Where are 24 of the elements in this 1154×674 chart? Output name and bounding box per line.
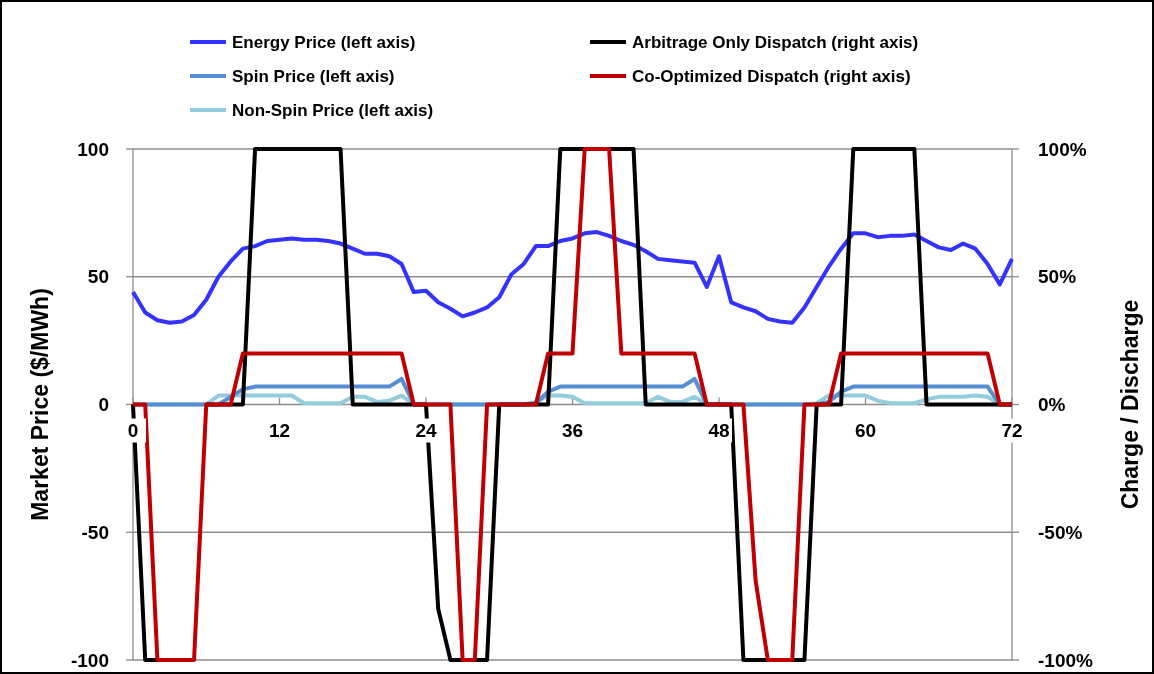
x-tick-label: 12 [268,419,291,441]
y2-tick-label: 0% [1038,394,1066,416]
legend-label: Spin Price (left axis) [232,66,395,86]
x-tick-label: 72 [1001,419,1023,441]
legend-label: Energy Price (left axis) [232,32,416,52]
x-tick-label: 0 [127,419,139,441]
y-tick-label: -50 [81,521,109,543]
legend-label: Arbitrage Only Dispatch (right axis) [632,32,919,52]
x-tick-label: 24 [415,419,437,441]
y-tick-label: 0 [98,394,109,416]
legend-label: Non-Spin Price (left axis) [232,100,434,120]
x-tick-label: 60 [854,419,877,441]
x-tick-label: 36 [561,419,584,441]
y-tick-label: 50 [87,266,109,288]
y2-tick-label: -100% [1038,649,1094,671]
legend-label: Co-Optimized Dispatch (right axis) [632,66,911,86]
y2-tick-label: 100% [1038,138,1087,160]
y-axis-title: Market Price ($/MWh) [27,288,53,521]
x-tick-label: 48 [708,419,730,441]
y2-tick-label: 50% [1038,266,1077,288]
y-tick-label: -100 [70,649,109,671]
y2-axis-title: Charge / Discharge [1117,299,1143,510]
y2-tick-label: -50% [1038,521,1083,543]
y-tick-label: 100 [77,138,109,160]
